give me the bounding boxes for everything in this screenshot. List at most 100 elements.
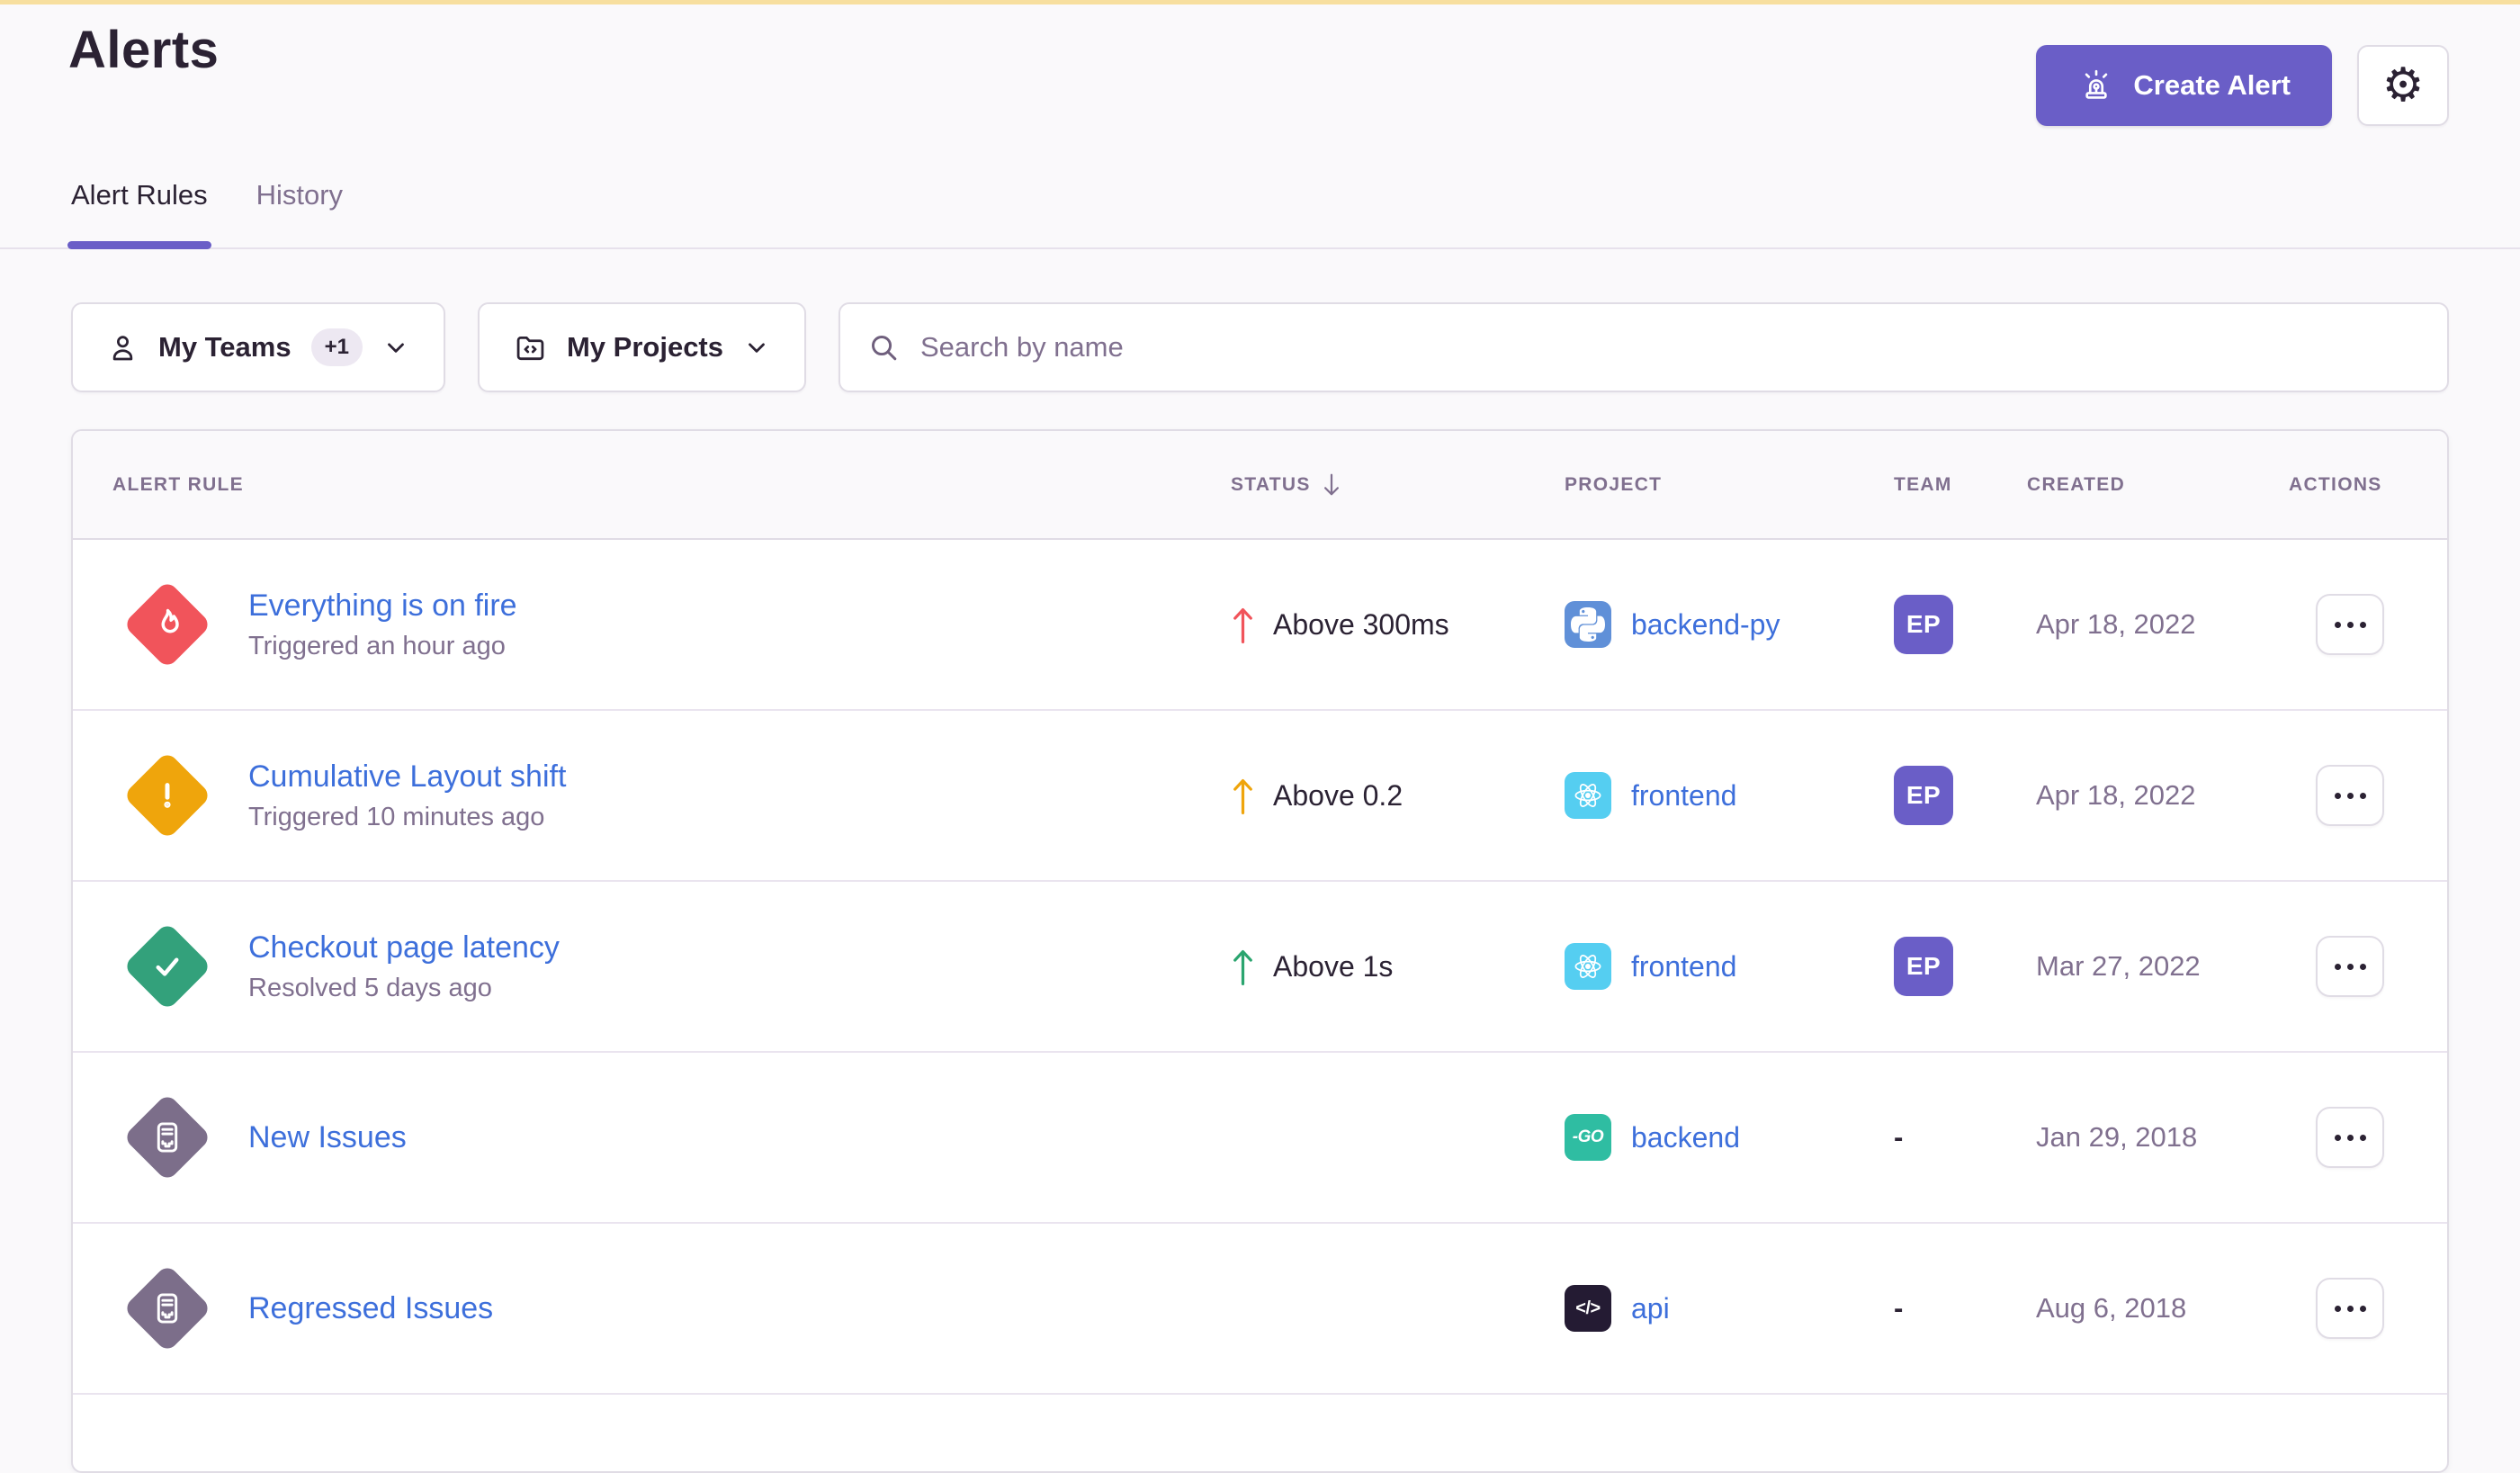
created-date: Apr 18, 2022 — [2036, 779, 2196, 811]
tabs-bar: Alert Rules History — [0, 177, 2520, 249]
actions-cell — [2289, 594, 2447, 655]
chevron-down-icon — [743, 334, 770, 361]
project-link[interactable]: frontend — [1631, 949, 1737, 983]
actions-cell — [2289, 765, 2447, 826]
status-cell: Above 300ms — [1224, 604, 1565, 646]
trend-up-arrow-icon — [1231, 946, 1255, 988]
project-link[interactable]: api — [1631, 1291, 1670, 1325]
alert-rule-subtitle: Triggered an hour ago — [248, 631, 506, 660]
settings-button[interactable]: ⚙ — [2357, 45, 2449, 126]
created-date: Jan 29, 2018 — [2036, 1121, 2198, 1153]
alert-rule-name-link[interactable]: Regressed Issues — [248, 1290, 494, 1325]
alert-rule-name-link[interactable]: Checkout page latency — [248, 930, 560, 965]
projects-filter-dropdown[interactable]: My Projects — [477, 302, 806, 392]
teams-filter-label: My Teams — [158, 331, 291, 363]
ellipsis-icon — [2334, 621, 2341, 628]
table-row: New Issues -GO backend - Jan 29, 2018 — [73, 1053, 2447, 1224]
alert-type-icon — [122, 750, 212, 840]
trend-up-arrow-icon — [1231, 604, 1255, 646]
row-actions-button[interactable] — [2316, 1278, 2384, 1339]
alert-type-icon — [122, 1263, 212, 1353]
alert-rules-table: Alert Rule Status Project Team Created A… — [71, 429, 2449, 1473]
table-row: Everything is on fire Triggered an hour … — [73, 540, 2447, 711]
team-cell: EP — [1894, 766, 2027, 825]
project-link[interactable]: frontend — [1631, 778, 1737, 812]
alert-rule-name-link[interactable]: New Issues — [248, 1119, 407, 1154]
created-date: Apr 18, 2022 — [2036, 608, 2196, 640]
team-cell: - — [1894, 1292, 2027, 1325]
alert-rule-name-link[interactable]: Cumulative Layout shift — [248, 759, 567, 794]
active-tab-underline — [67, 241, 211, 249]
project-cell: frontend — [1565, 943, 1894, 990]
projects-filter-label: My Projects — [566, 331, 723, 363]
code-brackets-icon: </> — [1565, 1285, 1611, 1332]
team-avatar-badge: EP — [1894, 595, 1953, 654]
search-icon — [867, 331, 901, 364]
team-empty-dash: - — [1894, 1292, 1904, 1324]
alert-type-icon — [122, 579, 212, 669]
create-alert-button[interactable]: Create Alert — [2036, 45, 2332, 126]
column-header-actions: Actions — [2289, 473, 2382, 495]
team-cell: - — [1894, 1121, 2027, 1154]
ellipsis-icon — [2334, 1305, 2341, 1312]
alert-rule-name-link[interactable]: Everything is on fire — [248, 588, 517, 623]
created-date: Mar 27, 2022 — [2036, 950, 2201, 982]
status-cell: Above 1s — [1224, 946, 1565, 988]
actions-cell — [2289, 936, 2447, 997]
table-header-row: Alert Rule Status Project Team Created A… — [73, 431, 2447, 540]
tab-alert-rules-label: Alert Rules — [71, 179, 208, 211]
alert-rule-cell: Regressed Issues — [73, 1263, 1224, 1353]
python-logo-icon — [1565, 601, 1611, 648]
team-avatar-badge: EP — [1894, 766, 1953, 825]
project-folder-icon — [514, 331, 547, 364]
column-header-status[interactable]: Status — [1224, 472, 1565, 498]
person-icon — [107, 332, 139, 364]
alert-rule-subtitle: Resolved 5 days ago — [248, 973, 492, 1002]
trend-up-arrow-icon — [1231, 775, 1255, 817]
create-alert-label: Create Alert — [2133, 69, 2291, 101]
top-accent-bar — [0, 0, 2520, 4]
ellipsis-icon — [2334, 963, 2341, 970]
column-header-team: Team — [1894, 473, 1952, 495]
sort-descending-icon — [1320, 472, 1343, 498]
column-header-created: Created — [2027, 473, 2126, 495]
search-input[interactable] — [920, 331, 2420, 364]
status-text: Above 0.2 — [1273, 778, 1403, 812]
row-actions-button[interactable] — [2316, 1107, 2384, 1168]
row-actions-button[interactable] — [2316, 594, 2384, 655]
column-header-project: Project — [1565, 473, 1663, 495]
table-body: Everything is on fire Triggered an hour … — [73, 540, 2447, 1395]
actions-cell — [2289, 1278, 2447, 1339]
status-cell: Above 0.2 — [1224, 775, 1565, 817]
project-cell: backend-py — [1565, 601, 1894, 648]
project-link[interactable]: backend-py — [1631, 607, 1780, 641]
status-text: Above 1s — [1273, 949, 1394, 983]
teams-filter-dropdown[interactable]: My Teams +1 — [71, 302, 445, 392]
go-logo-icon: -GO — [1565, 1114, 1611, 1161]
team-avatar-badge: EP — [1894, 937, 1953, 996]
page-title: Alerts — [68, 21, 220, 79]
team-cell: EP — [1894, 595, 2027, 654]
alert-rule-subtitle: Triggered 10 minutes ago — [248, 802, 545, 831]
team-cell: EP — [1894, 937, 2027, 996]
table-row: Cumulative Layout shift Triggered 10 min… — [73, 711, 2447, 882]
react-atom-icon — [1565, 772, 1611, 819]
alert-rule-cell: Everything is on fire Triggered an hour … — [73, 579, 1224, 669]
column-header-alert-rule: Alert Rule — [112, 473, 244, 495]
status-text: Above 300ms — [1273, 607, 1449, 641]
row-actions-button[interactable] — [2316, 765, 2384, 826]
alert-rule-cell: Checkout page latency Resolved 5 days ag… — [73, 921, 1224, 1011]
tab-history[interactable]: History — [256, 177, 343, 247]
tab-alert-rules[interactable]: Alert Rules — [67, 177, 211, 249]
gear-icon: ⚙ — [2381, 59, 2425, 112]
created-date: Aug 6, 2018 — [2036, 1292, 2187, 1324]
project-cell: </> api — [1565, 1285, 1894, 1332]
header-actions: Create Alert ⚙ — [2036, 45, 2449, 126]
row-actions-button[interactable] — [2316, 936, 2384, 997]
chevron-down-icon — [382, 334, 409, 361]
table-row: Checkout page latency Resolved 5 days ag… — [73, 882, 2447, 1053]
ellipsis-icon — [2334, 792, 2341, 799]
project-link[interactable]: backend — [1631, 1120, 1740, 1154]
alert-rule-cell: Cumulative Layout shift Triggered 10 min… — [73, 750, 1224, 840]
alert-type-icon — [122, 921, 212, 1011]
